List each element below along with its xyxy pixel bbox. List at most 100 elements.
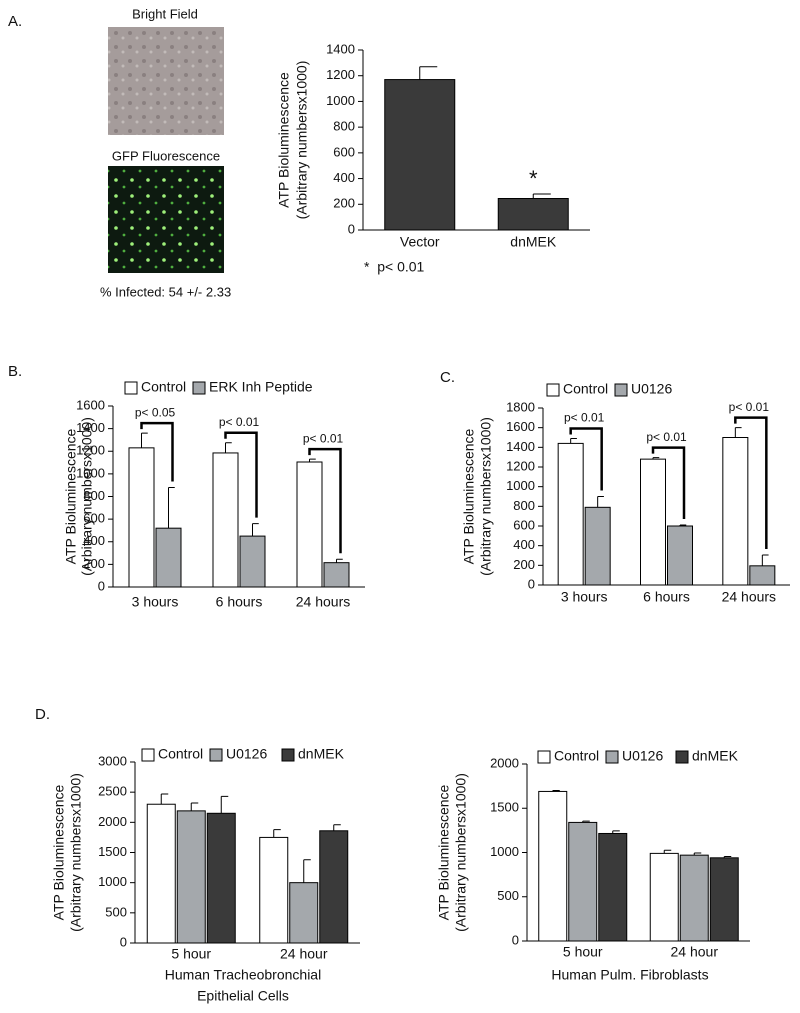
error-bar [693,852,702,856]
significance-label: p< 0.01 [564,411,605,425]
legend-swatch [281,748,295,762]
x-tick-label: 5 hour [563,944,603,960]
y-axis-label: ATP Bioluminescence [276,72,292,208]
bar [146,803,176,944]
bar [679,854,709,942]
legend-label: ERK Inh Peptide [209,379,313,395]
image-caption: GFP Fluorescence [112,148,220,163]
y-axis-label: ATP Bioluminescence [461,428,477,564]
bar [497,198,569,231]
error-bar [612,830,620,834]
error-bar [220,795,229,814]
bar [598,832,628,942]
x-tick-label: 3 hours [561,589,608,605]
legend-label: U0126 [226,746,267,762]
x-tick-label: dnMEK [510,234,557,250]
bar [709,857,739,942]
significance-label: p< 0.01 [219,415,260,429]
legend-swatch [192,381,206,395]
y-tick-label: 2000 [490,755,519,770]
bar [206,812,236,944]
legend-swatch [605,750,619,764]
y-tick-label: 200 [333,196,355,211]
error-bar [663,849,672,854]
error-bar [252,523,259,537]
bar [667,525,693,586]
y-axis-label: ATP Bioluminescence [63,428,79,564]
y-tick-label: 2000 [98,814,127,829]
panel-label: B. [8,363,22,380]
x-tick-label: 24 hour [280,946,328,962]
significance-bracket [569,427,603,491]
significance-bracket [224,431,258,518]
bar [384,79,456,231]
x-tick-label: 6 hours [216,594,263,610]
gfp-image [108,166,224,273]
legend-label: U0126 [631,381,672,397]
y-tick-label: 600 [513,517,535,532]
y-tick-label: 1000 [76,465,105,480]
legend-label: Control [554,748,599,764]
bar [568,821,598,942]
legend-swatch [141,748,155,762]
error-bar [761,554,769,566]
bar [640,458,666,586]
legend-swatch [209,748,223,762]
legend-label: dnMEK [692,748,739,764]
error-bar [552,790,560,792]
bar [722,437,749,586]
bar [176,810,206,944]
y-axis-label: (Arbitrary numbersx1000) [478,417,494,576]
y-tick-label: 1000 [490,844,519,859]
y-tick-label: 1200 [506,458,535,473]
x-tick-label: Vector [400,234,440,250]
bar [259,836,289,944]
error-bar [582,820,590,823]
y-tick-label: 1500 [98,844,127,859]
y-tick-label: 1200 [76,443,105,458]
y-tick-label: 600 [83,511,105,526]
x-tick-label: 24 hour [671,944,719,960]
bright-field-image [108,27,224,135]
legend-label: Control [563,381,608,397]
error-bar [597,496,604,508]
y-tick-label: 1000 [506,478,535,493]
y-tick-label: 800 [513,498,535,513]
panel-label: D. [35,706,50,723]
significance-label: p< 0.01 [646,430,687,444]
y-tick-label: 1000 [98,874,127,889]
y-tick-label: 1600 [506,419,535,434]
y-tick-label: 400 [513,537,535,552]
bar [538,790,568,942]
panel-label: A. [8,13,22,30]
y-tick-label: 500 [105,904,127,919]
error-bar [333,824,341,831]
x-axis-label: Human Tracheobronchial [165,967,321,983]
legend-swatch [675,750,689,764]
y-axis-label: ATP Bioluminescence [436,784,452,920]
y-tick-label: 1500 [490,800,519,815]
bar [649,852,679,942]
y-tick-label: 800 [83,488,105,503]
significance-label: p< 0.01 [303,431,344,445]
error-bar [190,802,199,811]
y-tick-label: 1400 [506,439,535,454]
bar [128,447,155,588]
bar [155,527,182,588]
error-bar [273,829,281,838]
x-tick-label: 24 hours [722,589,776,605]
y-tick-label: 400 [333,170,355,185]
y-tick-label: 0 [120,934,127,949]
legend-label: Control [141,379,186,395]
error-bar [532,193,551,199]
bar [289,882,319,944]
bar [296,461,323,588]
bar [584,506,611,586]
significance-bracket [734,416,768,550]
y-tick-label: 200 [83,556,105,571]
y-tick-label: 200 [513,557,535,572]
bar [239,535,266,588]
legend-label: dnMEK [298,746,345,762]
bar [319,830,349,944]
